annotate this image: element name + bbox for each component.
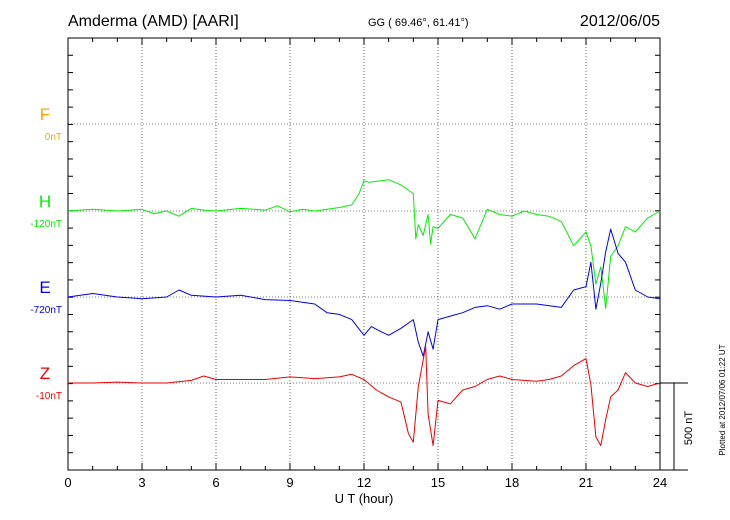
geographic-coordinates: GG ( 69.46°, 61.41°) [368,17,469,29]
x-tick-label: 6 [212,475,219,490]
scale-bar-label: 500 nT [683,411,695,446]
series-baseline-E: -720nT [30,305,62,316]
series-name-H: H [39,192,51,211]
series-line-Z [68,346,661,447]
series-baseline-F: 0nT [45,132,62,143]
series-name-Z: Z [40,364,50,383]
station-title: Amderma (AMD) [AARI] [68,13,239,30]
x-tick-label: 21 [579,475,593,490]
x-tick-label: 9 [286,475,293,490]
x-tick-label: 18 [505,475,519,490]
series-name-E: E [39,278,50,297]
plot-date: 2012/06/05 [580,13,660,30]
x-tick-labels: 0 3 6 9 12 15 18 21 24 [64,475,667,490]
grid-lines [68,38,660,470]
x-tick-label: 24 [653,475,667,490]
series-labels: F 0nT H -120nT E -720nT Z -10nT [30,105,62,402]
x-tick-label: 15 [431,475,445,490]
series-lines [67,179,661,447]
series-baseline-Z: -10nT [36,391,62,402]
series-line-E [67,228,661,357]
series-line-H [67,179,661,309]
x-tick-label: 12 [357,475,371,490]
axis-ticks [67,38,661,470]
series-baseline-H: -120nT [30,219,62,230]
plotted-timestamp: Plotted at 2012/07/06 01:22 UT [718,344,727,455]
series-name-F: F [40,105,50,124]
x-tick-label: 3 [138,475,145,490]
x-tick-label: 0 [64,475,71,490]
x-axis-label: U T (hour) [335,491,394,506]
scale-bar: 500 nT [660,382,695,471]
